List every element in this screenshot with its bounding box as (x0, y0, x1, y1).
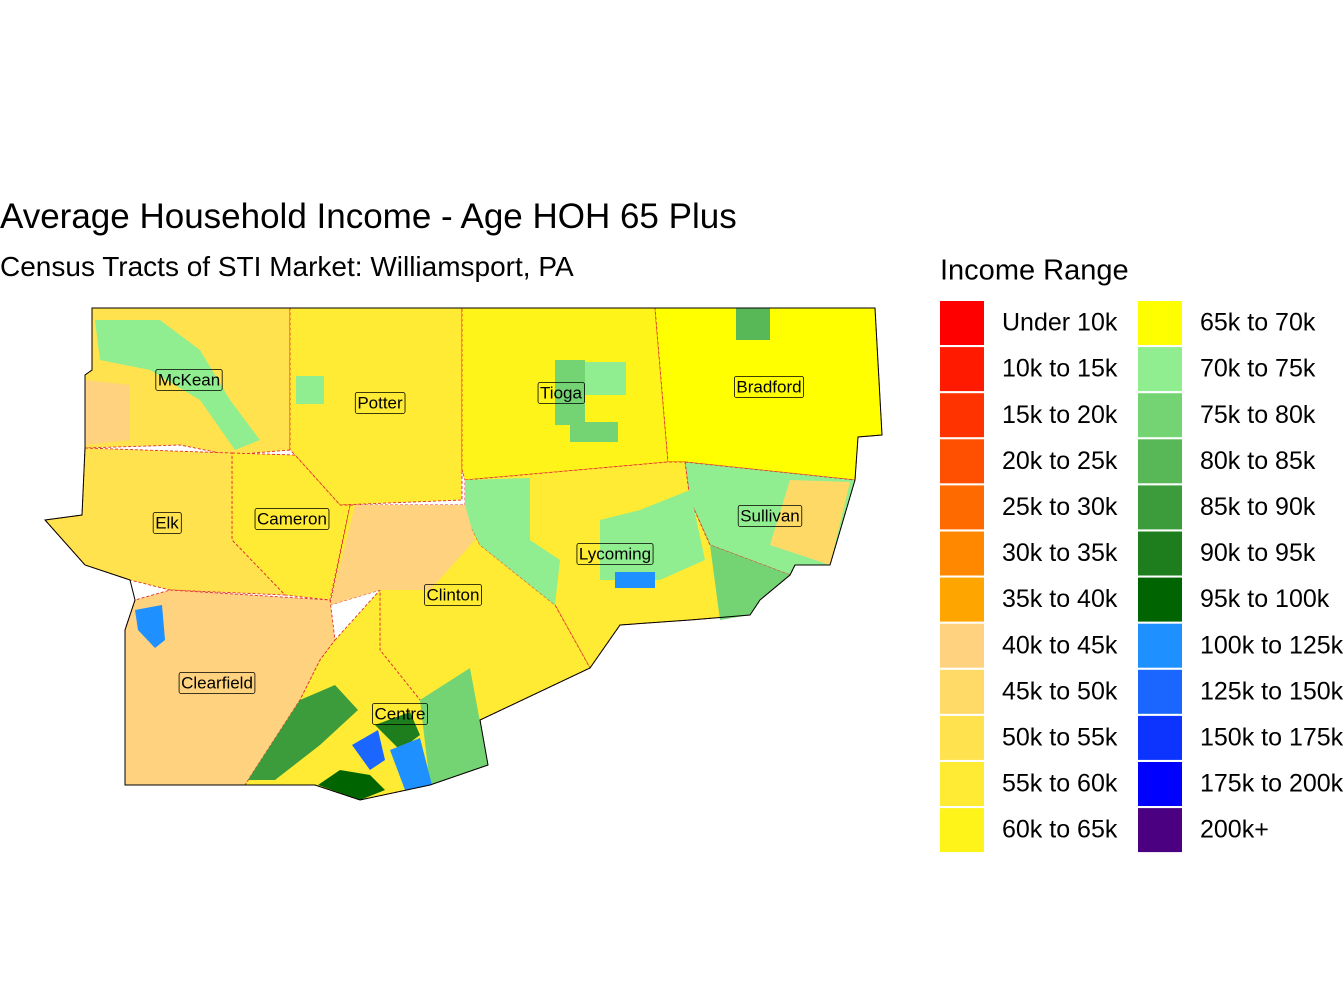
legend-label: 10k to 15k (1002, 355, 1118, 383)
legend-swatch (940, 347, 984, 392)
legend-label: 70k to 75k (1200, 355, 1316, 383)
county-label: Elk (155, 513, 179, 532)
tract (615, 572, 655, 588)
tract (85, 380, 130, 445)
legend-swatch (1138, 577, 1182, 622)
county-elk (44, 447, 287, 596)
tract (465, 478, 560, 605)
legend-swatch (1138, 485, 1182, 530)
tract (585, 362, 626, 395)
legend-swatch (1138, 623, 1182, 668)
legend-swatch (1138, 531, 1182, 576)
legend-swatch (940, 393, 984, 438)
legend-label: 125k to 150k (1200, 677, 1344, 705)
legend-swatch (940, 531, 984, 576)
market-outline (44, 307, 883, 801)
legend-swatch (940, 715, 984, 760)
legend-label: 20k to 25k (1002, 447, 1118, 475)
legend-swatch (940, 301, 984, 345)
legend-label: 60k to 65k (1002, 816, 1118, 844)
legend-swatch (1138, 762, 1182, 806)
county-label-box (733, 376, 805, 398)
tract (248, 685, 358, 780)
legend-swatch (1138, 393, 1182, 438)
legend: Under 10k 10k to 15k 15k to 20k 20k to 25k 2… (940, 301, 1344, 853)
legend-label: 45k to 50k (1002, 677, 1118, 705)
legend-label: 90k to 95k (1200, 539, 1316, 567)
legend-label: 55k to 60k (1002, 770, 1118, 798)
legend-swatch (1138, 347, 1182, 392)
county-label: Bradford (736, 377, 801, 396)
county-label-box (424, 584, 482, 606)
legend-swatch (1138, 439, 1182, 484)
legend-swatch (1138, 715, 1182, 760)
county-label-box (152, 512, 182, 534)
legend-swatch (940, 577, 984, 622)
legend-swatch (940, 439, 984, 484)
county-label-box (354, 392, 406, 414)
legend-swatch (1138, 808, 1182, 853)
legend-swatch (940, 669, 984, 714)
county-label: Tioga (540, 383, 582, 402)
legend-swatch (940, 623, 984, 668)
map-title: Average Household Income - Age HOH 65 Pl… (0, 197, 737, 236)
legend-label: 175k to 200k (1200, 770, 1344, 798)
legend-label: 30k to 35k (1002, 539, 1118, 567)
county-label: McKean (158, 370, 220, 389)
tract (135, 605, 165, 648)
legend-label: 95k to 100k (1200, 585, 1330, 613)
county-label: Lycoming (579, 544, 651, 563)
county-label: Centre (374, 704, 425, 723)
county-label: Potter (357, 393, 403, 412)
legend-swatch (940, 485, 984, 530)
county-label: Clearfield (181, 673, 253, 692)
tract (296, 376, 324, 404)
legend-label: 100k to 125k (1200, 631, 1344, 659)
legend-swatch (940, 762, 984, 806)
county-label-box (178, 672, 256, 694)
county-labels: McKean Potter Tioga Bradford Elk Cameron… (152, 369, 805, 725)
map-subtitle: Census Tracts of STI Market: Williamspor… (0, 251, 574, 282)
legend-label: Under 10k (1002, 309, 1118, 337)
tract (710, 545, 790, 620)
legend-label: 80k to 85k (1200, 447, 1316, 475)
legend-label: 85k to 90k (1200, 493, 1316, 521)
tract (570, 422, 618, 442)
county-label-box (372, 703, 428, 725)
county-label-box (537, 382, 585, 404)
legend-label: 25k to 30k (1002, 493, 1118, 521)
tract (318, 770, 385, 800)
county-label-box (737, 505, 803, 527)
tract (736, 308, 770, 340)
legend-label: 15k to 20k (1002, 401, 1118, 429)
legend-label: 200k+ (1200, 816, 1269, 844)
legend-title: Income Range (940, 255, 1129, 287)
legend-label: 50k to 55k (1002, 724, 1118, 752)
legend-swatch (1138, 301, 1182, 345)
legend-label: 65k to 70k (1200, 309, 1316, 337)
legend-label: 35k to 40k (1002, 585, 1118, 613)
legend-label: 150k to 175k (1200, 724, 1344, 752)
tract (352, 730, 385, 770)
tract (770, 480, 850, 565)
county-label-box (576, 543, 654, 565)
tract (330, 505, 475, 605)
tract (390, 738, 432, 790)
tract (555, 360, 585, 425)
tract (420, 668, 488, 785)
tract (95, 320, 260, 450)
legend-label: 75k to 80k (1200, 401, 1316, 429)
county-label-box (254, 508, 330, 530)
legend-label: 40k to 45k (1002, 631, 1118, 659)
tract (600, 490, 705, 580)
county-label: Clinton (427, 585, 480, 604)
tract (375, 712, 420, 750)
county-label: Sullivan (740, 506, 800, 525)
county-label-box (155, 369, 223, 391)
map (44, 307, 883, 801)
legend-swatch (940, 808, 984, 853)
county-label: Cameron (257, 509, 327, 528)
legend-swatch (1138, 669, 1182, 714)
